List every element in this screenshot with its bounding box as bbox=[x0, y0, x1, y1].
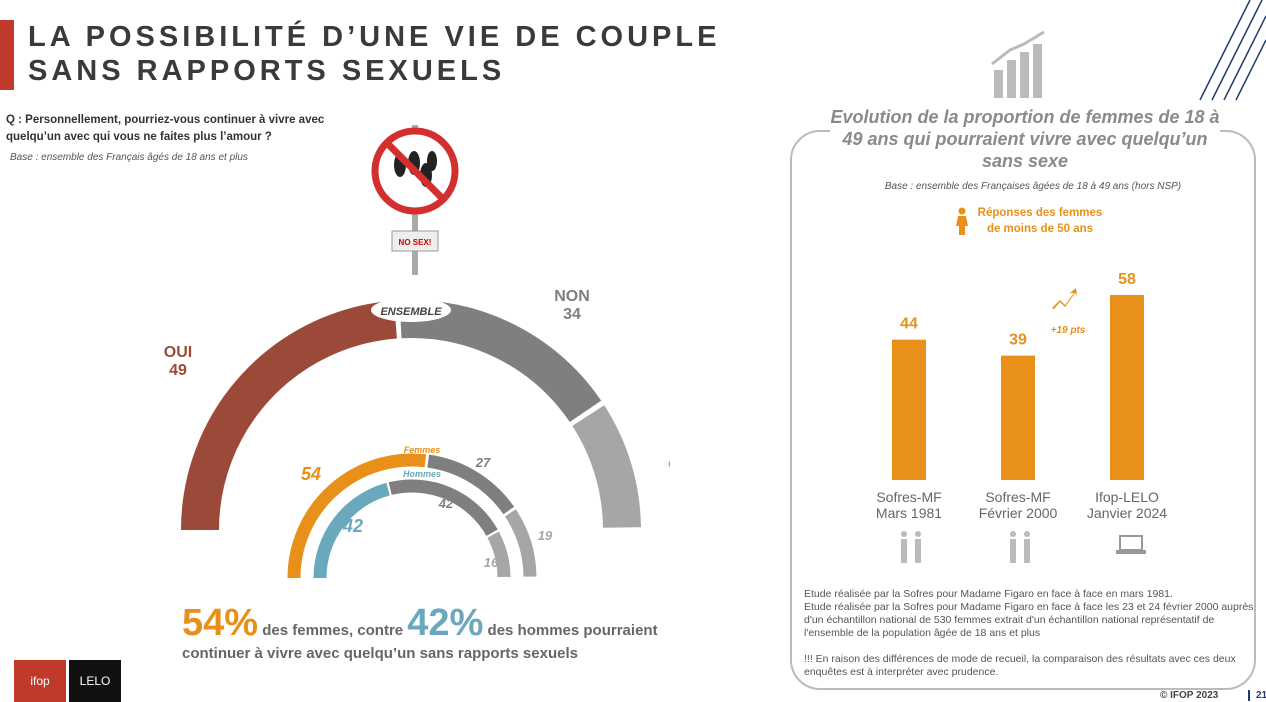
arc-femmes-1 bbox=[427, 454, 515, 515]
ensemble-label-bg bbox=[371, 298, 451, 322]
sign-text: NO SEX! bbox=[399, 238, 432, 247]
head bbox=[1010, 531, 1016, 537]
body bbox=[1010, 539, 1016, 563]
head bbox=[901, 531, 907, 537]
accent-bar bbox=[0, 20, 14, 90]
summary-end: des hommes pourraient bbox=[487, 622, 658, 639]
summary-pct-hommes: 42% bbox=[407, 602, 484, 644]
femmes-sans-value: 19 bbox=[538, 528, 553, 543]
arc-ensemble-1 bbox=[399, 300, 602, 423]
bar-value-0: 44 bbox=[900, 316, 918, 333]
arc-ensemble-0 bbox=[181, 300, 398, 531]
head bbox=[915, 531, 921, 537]
interview-people-icon bbox=[1010, 531, 1030, 563]
notes: Etude réalisée par la Sofres pour Madame… bbox=[804, 588, 1254, 679]
category-label-0-0: Sofres-MF bbox=[876, 489, 941, 505]
arc-hommes-1 bbox=[388, 479, 498, 537]
bar-1 bbox=[1001, 355, 1035, 480]
interview-people-icon bbox=[901, 531, 921, 563]
bar-value-2: 58 bbox=[1118, 271, 1136, 288]
half-donut-chart: ENSEMBLEOUI49NON34Sansopinion19FemmesHom… bbox=[164, 288, 670, 579]
arc-hommes-0 bbox=[313, 482, 390, 579]
panel-base: Base : ensemble des Françaises âgées de … bbox=[884, 181, 1182, 192]
ensemble-label: ENSEMBLE bbox=[380, 306, 442, 318]
hommes-sans-value: 16 bbox=[484, 555, 499, 570]
category-label-1-1: Février 2000 bbox=[979, 505, 1058, 521]
base-note: Base : ensemble des Français âgés de 18 … bbox=[10, 152, 248, 163]
page-title: LA POSSIBILITÉ D’UNE VIE DE COUPLE SANS … bbox=[28, 21, 721, 87]
arc-ensemble-2 bbox=[572, 405, 641, 529]
ifop-logo: ifop bbox=[14, 660, 66, 702]
oui-value: 49 bbox=[169, 362, 187, 379]
category-label-1-0: Sofres-MF bbox=[985, 489, 1050, 505]
note-2: Etude réalisée par la Sofres pour Madame… bbox=[804, 601, 1254, 639]
no-sex-sign-icon: NO SEX! bbox=[371, 125, 459, 275]
copyright: © IFOP 2023 bbox=[1160, 690, 1219, 701]
femmes-non-value: 27 bbox=[475, 455, 491, 470]
arc-femmes-2 bbox=[504, 509, 537, 577]
hommes-oui-value: 42 bbox=[342, 516, 363, 536]
hommes-label: Hommes bbox=[403, 469, 441, 479]
body bbox=[901, 539, 907, 563]
category-label-2-1: Janvier 2024 bbox=[1087, 505, 1167, 521]
bar-2 bbox=[1110, 295, 1144, 480]
summary-line2: continuer à vivre avec quelqu’un sans ra… bbox=[182, 645, 578, 662]
body bbox=[915, 539, 921, 563]
logos: ifop LELO bbox=[14, 660, 121, 702]
question: Q : Personnellement, pourriez-vous conti… bbox=[6, 114, 325, 143]
bar-value-1: 39 bbox=[1009, 332, 1027, 349]
decorative-lines bbox=[1199, 0, 1266, 101]
non-label: NON bbox=[554, 288, 590, 305]
growth-chart-icon bbox=[991, 30, 1045, 98]
head bbox=[1024, 531, 1030, 537]
panel-title: Evolution de la proportion de femmes de … bbox=[830, 106, 1220, 172]
arc-femmes-0 bbox=[287, 453, 427, 579]
woman-icon bbox=[956, 207, 968, 235]
screen bbox=[1119, 535, 1143, 551]
body bbox=[1024, 539, 1030, 563]
non-value: 34 bbox=[563, 306, 581, 323]
category-label-2-0: Ifop-LELO bbox=[1095, 489, 1159, 505]
keyboard bbox=[1116, 550, 1146, 554]
page-number: 21 bbox=[1248, 690, 1266, 701]
summary-mid: des femmes, contre bbox=[262, 622, 404, 639]
bar-0 bbox=[892, 339, 926, 480]
category-label-0-1: Mars 1981 bbox=[876, 505, 942, 521]
note-1: Etude réalisée par la Sofres pour Madame… bbox=[804, 588, 1173, 600]
summary-text: 54% des femmes, contre 42% des hommes po… bbox=[182, 602, 658, 662]
trend-up-icon bbox=[1052, 288, 1077, 309]
oui-label: OUI bbox=[164, 344, 192, 361]
growth-annotation: +19 pts bbox=[1051, 325, 1086, 336]
femmes-label: Femmes bbox=[404, 445, 441, 455]
legend-label: Réponses des femmes de moins de 50 ans bbox=[977, 207, 1103, 235]
hommes-non-value: 42 bbox=[438, 496, 454, 511]
femmes-oui-value: 54 bbox=[301, 464, 321, 484]
summary-pct-femmes: 54% bbox=[182, 602, 259, 644]
note-3: !!! En raison des différences de mode de… bbox=[804, 653, 1236, 678]
laptop-icon bbox=[1116, 535, 1146, 554]
arc-hommes-2 bbox=[487, 531, 511, 578]
sans-opinion-label-2: opinion bbox=[668, 455, 670, 472]
legend: Réponses des femmes de moins de 50 ans bbox=[955, 205, 1105, 237]
lelo-logo: LELO bbox=[69, 660, 121, 702]
